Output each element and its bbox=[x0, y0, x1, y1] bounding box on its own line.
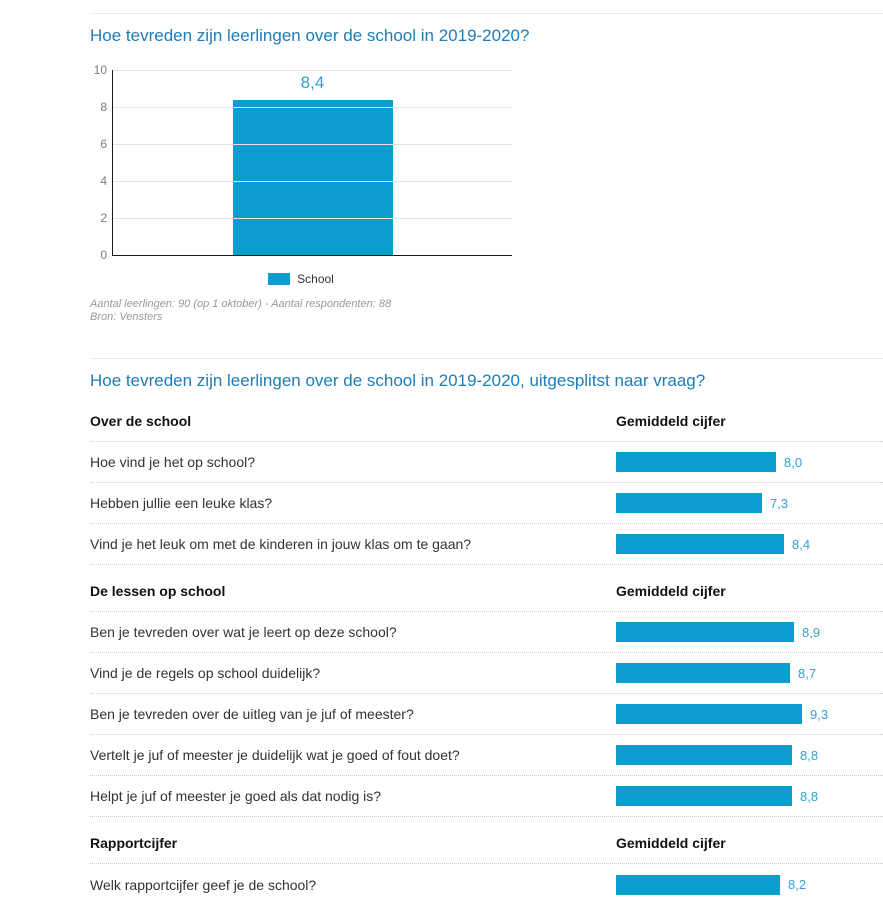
question-row: Vind je de regels op school duidelijk? 8,… bbox=[90, 653, 883, 694]
score-value-label: 8,0 bbox=[784, 454, 803, 470]
questions-table: Over de school Gemiddeld cijfer Hoe vind j… bbox=[90, 411, 883, 913]
section1-title: Hoe tevreden zijn leerlingen over de sch… bbox=[90, 26, 530, 45]
question-row: Hebben jullie een leuke klas? 7,3 bbox=[90, 483, 883, 524]
satisfaction-bar-chart: 8,4 0 2 4 6 8 10 School bbox=[90, 64, 883, 286]
question-label: Vertelt je juf of meester je duidelijk w… bbox=[90, 747, 460, 763]
group-header-row: De lessen op school Gemiddeld cijfer bbox=[90, 581, 883, 612]
chart-footnote: Aantal leerlingen: 90 (op 1 oktober) - A… bbox=[90, 298, 883, 324]
school-bar bbox=[232, 99, 393, 255]
footnote-source: Bron: Vensters bbox=[90, 311, 163, 323]
group-header-row: Rapportcijfer Gemiddeld cijfer bbox=[90, 833, 883, 864]
question-row: Ben je tevreden over wat je leert op dez… bbox=[90, 612, 883, 653]
chart-plot-area: 8,4 0 2 4 6 8 10 bbox=[94, 64, 512, 261]
y-axis-tick-label: 2 bbox=[100, 211, 107, 225]
question-label: Helpt je juf of meester je goed als dat … bbox=[90, 788, 382, 804]
score-bar-cell: 8,9 bbox=[616, 622, 820, 642]
score-value-label: 8,7 bbox=[798, 665, 817, 681]
score-bar-cell: 8,4 bbox=[616, 534, 810, 554]
group-header-row: Over de school Gemiddeld cijfer bbox=[90, 411, 883, 442]
top-divider bbox=[90, 13, 883, 14]
score-bar bbox=[616, 493, 762, 513]
group-header-label: De lessen op school bbox=[90, 583, 226, 599]
legend-swatch bbox=[268, 273, 291, 285]
y-axis-tick-label: 0 bbox=[100, 248, 107, 262]
gridline bbox=[113, 70, 512, 71]
score-bar bbox=[616, 874, 780, 895]
section2-title: Hoe tevreden zijn leerlingen over de sch… bbox=[90, 371, 706, 390]
value-column-header: Gemiddeld cijfer bbox=[616, 583, 726, 599]
value-column-header: Gemiddeld cijfer bbox=[616, 835, 726, 851]
footnote-respondents: Aantal leerlingen: 90 (op 1 oktober) - A… bbox=[90, 298, 392, 310]
question-row: Vind je het leuk om met de kinderen in j… bbox=[90, 524, 883, 565]
score-bar-cell: 8,8 bbox=[616, 745, 818, 765]
question-group: Rapportcijfer Gemiddeld cijfer Welk rappor… bbox=[90, 833, 883, 905]
question-label: Ben je tevreden over wat je leert op dez… bbox=[90, 624, 397, 640]
group-header-label: Over de school bbox=[90, 413, 192, 429]
question-label: Vind je het leuk om met de kinderen in j… bbox=[90, 536, 472, 552]
score-bar bbox=[616, 534, 784, 554]
question-label: Vind je de regels op school duidelijk? bbox=[90, 665, 321, 681]
score-value-label: 7,3 bbox=[770, 495, 789, 511]
chart-bar-value-label: 8,4 bbox=[300, 72, 325, 92]
score-value-label: 8,2 bbox=[788, 877, 807, 892]
score-bar-cell: 7,3 bbox=[616, 493, 788, 513]
score-bar bbox=[616, 452, 776, 472]
score-bar-cell: 8,8 bbox=[616, 786, 818, 806]
question-group: Over de school Gemiddeld cijfer Hoe vind j… bbox=[90, 411, 883, 565]
question-label: Hebben jullie een leuke klas? bbox=[90, 495, 273, 511]
group-header-label: Rapportcijfer bbox=[90, 835, 178, 851]
score-bar bbox=[616, 663, 790, 683]
y-axis-tick-label: 4 bbox=[100, 174, 107, 188]
question-row: Ben je tevreden over de uitleg van je ju… bbox=[90, 694, 883, 735]
score-bar-cell: 8,7 bbox=[616, 663, 816, 683]
score-value-label: 8,4 bbox=[792, 536, 811, 552]
question-row: Vertelt je juf of meester je duidelijk w… bbox=[90, 735, 883, 776]
y-axis-tick-label: 8 bbox=[100, 100, 107, 114]
section-divider bbox=[90, 358, 883, 359]
score-bar-cell: 8,0 bbox=[616, 452, 802, 472]
legend-label: School bbox=[297, 272, 334, 286]
chart-legend: School bbox=[90, 272, 512, 286]
question-group: De lessen op school Gemiddeld cijfer Ben j… bbox=[90, 581, 883, 817]
score-bar-cell: 9,3 bbox=[616, 704, 828, 724]
question-label: Welk rapportcijfer geef je de school? bbox=[90, 876, 317, 893]
score-value-label: 9,3 bbox=[810, 706, 829, 722]
y-axis-tick-label: 6 bbox=[100, 137, 107, 151]
gridline bbox=[113, 218, 512, 219]
score-value-label: 8,9 bbox=[802, 624, 821, 640]
question-row: Hoe vind je het op school? 8,0 bbox=[90, 442, 883, 483]
gridline bbox=[113, 107, 512, 108]
question-label: Ben je tevreden over de uitleg van je ju… bbox=[90, 706, 414, 722]
score-bar-cell: 8,2 bbox=[616, 874, 807, 895]
report-page: Hoe tevreden zijn leerlingen over de sch… bbox=[0, 13, 883, 913]
score-value-label: 8,8 bbox=[800, 788, 819, 804]
score-bar bbox=[616, 622, 794, 642]
gridline bbox=[113, 144, 512, 145]
question-row: Welk rapportcijfer geef je de school? 8,2 bbox=[90, 864, 883, 905]
score-bar bbox=[616, 704, 802, 724]
gridline bbox=[113, 181, 512, 182]
question-row: Helpt je juf of meester je goed als dat … bbox=[90, 776, 883, 817]
score-bar bbox=[616, 745, 792, 765]
value-column-header: Gemiddeld cijfer bbox=[616, 413, 726, 429]
score-value-label: 8,8 bbox=[800, 747, 819, 763]
score-bar bbox=[616, 786, 792, 806]
question-label: Hoe vind je het op school? bbox=[90, 454, 255, 470]
y-axis-tick-label: 10 bbox=[93, 63, 107, 77]
